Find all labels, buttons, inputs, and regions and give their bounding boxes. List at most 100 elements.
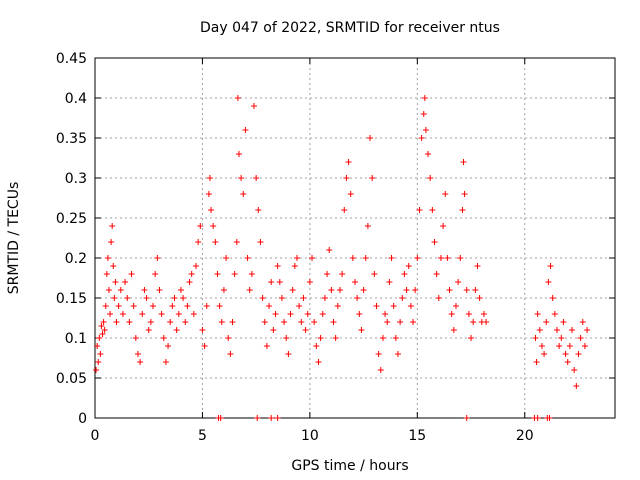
data-point [403,287,410,293]
data-point [255,207,262,213]
data-point [463,287,470,293]
data-point [358,327,365,333]
data-point [122,279,129,285]
x-tick-label: 10 [301,428,319,444]
data-point [534,311,541,317]
data-point [324,271,331,277]
data-point [158,311,165,317]
data-point [137,359,144,365]
data-point [182,319,189,325]
data-point [547,263,554,269]
data-point [577,335,584,341]
data-point [556,343,563,349]
data-point [573,383,580,389]
data-point [347,191,354,197]
data-point [270,327,277,333]
data-point [311,319,318,325]
data-point [216,303,223,309]
data-point [309,255,316,261]
data-point [261,319,268,325]
data-point [169,303,176,309]
data-point [472,287,479,293]
data-points [93,95,591,421]
data-point [334,303,341,309]
data-point [562,351,569,357]
data-point [285,351,292,357]
data-point [152,271,159,277]
data-point [437,255,444,261]
data-point [533,359,540,365]
data-point [278,295,285,301]
data-point [386,279,393,285]
data-point [461,191,468,197]
data-point [459,207,466,213]
data-point [566,343,573,349]
data-point [384,319,391,325]
data-point [97,351,104,357]
data-point [460,159,467,165]
data-point [134,351,141,357]
data-point [392,335,399,341]
data-point [113,319,120,325]
data-point [109,223,116,229]
data-point [107,311,114,317]
data-point [480,311,487,317]
data-point [190,311,197,317]
data-point [160,335,167,341]
data-point [579,319,586,325]
data-point [248,271,255,277]
data-point [429,207,436,213]
data-point [117,287,124,293]
data-point [156,287,163,293]
data-point [375,351,382,357]
data-point [192,263,199,269]
data-point [431,239,438,245]
data-point [208,207,215,213]
data-point [452,303,459,309]
data-point [130,303,137,309]
data-point [180,295,187,301]
y-tick-label: 0.05 [56,371,87,387]
data-point [145,327,152,333]
data-point [103,271,110,277]
data-point [240,191,247,197]
data-point [304,311,311,317]
data-point [238,175,245,181]
data-point [132,335,139,341]
data-point [268,415,275,421]
data-point [110,263,117,269]
data-point [446,287,453,293]
data-point [186,279,193,285]
data-point [173,327,180,333]
data-point [382,311,389,317]
data-point [206,175,213,181]
data-point [534,415,541,421]
data-point [233,239,240,245]
data-point [212,239,219,245]
data-point [147,319,154,325]
data-point [564,359,571,365]
y-tick-label: 0.3 [65,171,87,187]
data-point [287,311,294,317]
data-point [231,271,238,277]
data-point [283,335,290,341]
data-point [326,247,333,253]
data-point [450,327,457,333]
x-tick-label: 20 [516,428,534,444]
data-point [549,295,556,301]
data-point [93,367,100,373]
data-point [332,335,339,341]
data-point [119,311,126,317]
data-point [558,335,565,341]
data-point [435,295,442,301]
data-point [272,311,279,317]
data-point [225,335,232,341]
data-point [433,271,440,277]
data-point [293,255,300,261]
data-point [244,255,251,261]
x-tick-label: 5 [198,428,207,444]
data-point [538,343,545,349]
data-point [141,287,148,293]
data-point [96,335,103,341]
